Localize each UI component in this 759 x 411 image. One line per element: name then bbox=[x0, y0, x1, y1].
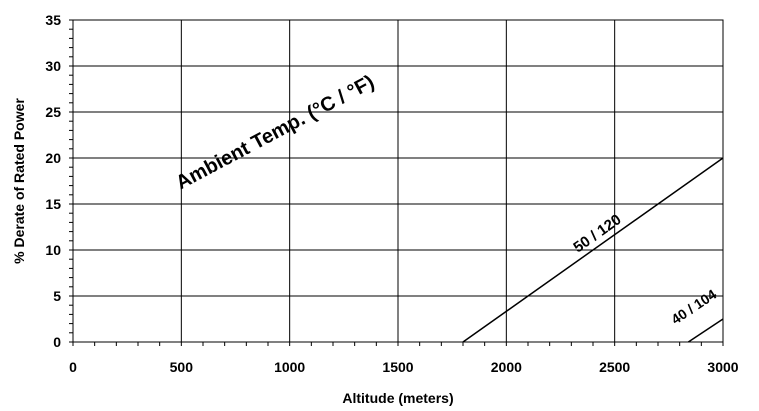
y-tick-label: 5 bbox=[53, 288, 61, 304]
y-tick-label: 0 bbox=[53, 334, 61, 350]
series-line-0 bbox=[462, 157, 724, 343]
x-tick-label: 500 bbox=[170, 359, 194, 375]
y-tick-label: 20 bbox=[45, 150, 61, 166]
series-line-1 bbox=[687, 318, 724, 343]
y-tick-label: 10 bbox=[45, 242, 61, 258]
x-axis-label: Altitude (meters) bbox=[342, 390, 453, 406]
y-axis-label: % Derate of Rated Power bbox=[11, 98, 27, 264]
plot-frame bbox=[72, 19, 724, 343]
ambient-temp-annotation: Ambient Temp. (°C / °F) bbox=[172, 71, 378, 194]
y-tick-labels: 0 5 10 15 20 25 30 35 bbox=[45, 12, 61, 350]
y-tick-label: 30 bbox=[45, 58, 61, 74]
minor-ticks bbox=[69, 19, 724, 346]
grid bbox=[73, 20, 723, 342]
x-tick-label: 1500 bbox=[382, 359, 413, 375]
x-tick-label: 0 bbox=[69, 359, 77, 375]
x-tick-labels: 0 500 1000 1500 2000 2500 3000 bbox=[69, 359, 739, 375]
y-tick-label: 35 bbox=[45, 12, 61, 28]
x-tick-label: 3000 bbox=[707, 359, 738, 375]
x-tick-label: 2500 bbox=[599, 359, 630, 375]
series-lines bbox=[462, 157, 724, 343]
y-tick-label: 15 bbox=[45, 196, 61, 212]
y-tick-label: 25 bbox=[45, 104, 61, 120]
x-tick-label: 2000 bbox=[491, 359, 522, 375]
series-label-40-104: 40 / 104 bbox=[668, 286, 719, 327]
x-tick-label: 1000 bbox=[274, 359, 305, 375]
